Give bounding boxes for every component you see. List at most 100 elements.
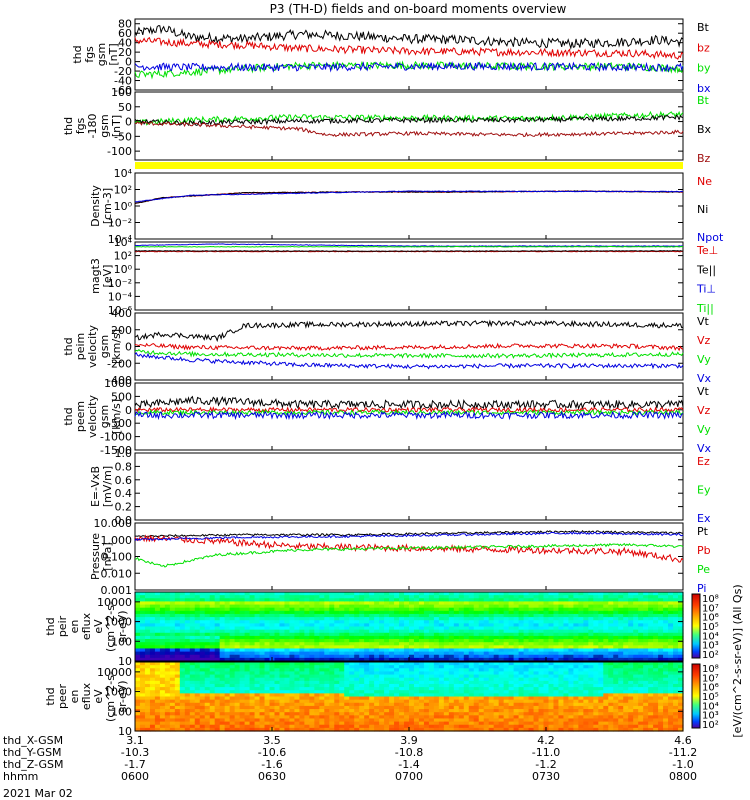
- heatmap-cell: [194, 724, 201, 729]
- heatmap-cell: [314, 601, 320, 606]
- heatmap-cell: [618, 623, 624, 628]
- heatmap-cell: [174, 623, 181, 628]
- heatmap-cell: [623, 595, 629, 599]
- heatmap-cell: [179, 721, 186, 726]
- heatmap-cell: [493, 639, 500, 643]
- heatmap-cell: [433, 648, 440, 653]
- heatmap-cell: [468, 645, 475, 650]
- heatmap-cell: [433, 613, 440, 618]
- heatmap-cell: [334, 677, 340, 682]
- heatmap-cell: [199, 623, 206, 628]
- heatmap-cell: [194, 662, 201, 666]
- heatmap-cell: [204, 629, 211, 634]
- heatmap-cell: [523, 626, 530, 631]
- y-tick-label: 0.010: [101, 567, 133, 580]
- heatmap-cell: [583, 657, 589, 662]
- heatmap-cell: [413, 674, 420, 679]
- heatmap-cell: [409, 677, 415, 682]
- heatmap-cell: [219, 613, 226, 618]
- heatmap-cell: [279, 592, 286, 596]
- heatmap-cell: [244, 642, 251, 646]
- heatmap-cell: [603, 632, 609, 637]
- heatmap-cell: [463, 721, 470, 726]
- heatmap-cell: [523, 595, 530, 599]
- heatmap-cell: [139, 715, 146, 720]
- heatmap-cell: [523, 610, 530, 615]
- heatmap-cell: [229, 687, 236, 691]
- heatmap-cell: [488, 727, 495, 732]
- heatmap-cell: [339, 683, 345, 688]
- y-tick-label: 500: [111, 390, 132, 403]
- heatmap-cell: [418, 632, 425, 637]
- heatmap-cell: [588, 718, 594, 723]
- heatmap-cell: [184, 632, 191, 637]
- heatmap-cell: [438, 595, 445, 599]
- heatmap-cell: [304, 610, 310, 615]
- heatmap-cell: [613, 718, 619, 723]
- heatmap-cell: [224, 629, 231, 634]
- heatmap-cell: [428, 595, 435, 599]
- heatmap-cell: [374, 623, 380, 628]
- heatmap-cell: [458, 610, 465, 615]
- heatmap-cell: [254, 715, 261, 720]
- heatmap-cell: [533, 724, 540, 729]
- heatmap-cell: [359, 715, 365, 720]
- heatmap-cell: [518, 687, 525, 691]
- heatmap-cell: [433, 642, 440, 646]
- heatmap-cell: [678, 626, 684, 631]
- heatmap-cell: [418, 715, 425, 720]
- heatmap-cell: [219, 598, 226, 603]
- heatmap-cell: [279, 645, 286, 650]
- heatmap-cell: [219, 705, 226, 710]
- heatmap-cell: [418, 626, 425, 631]
- heatmap-cell: [234, 696, 241, 701]
- heatmap-cell: [269, 702, 276, 707]
- heatmap-cell: [588, 724, 594, 729]
- heatmap-cell: [399, 709, 405, 713]
- heatmap-cell: [638, 712, 644, 716]
- heatmap-cell: [413, 709, 420, 713]
- series-bx-line: [134, 61, 684, 73]
- heatmap-cell: [588, 592, 594, 596]
- heatmap-cell: [274, 626, 281, 631]
- heatmap-cell: [428, 632, 435, 637]
- heatmap-cell: [608, 598, 614, 603]
- heatmap-cell: [558, 687, 565, 691]
- heatmap-cell: [563, 709, 570, 713]
- heatmap-cell: [603, 629, 609, 634]
- heatmap-cell: [598, 690, 604, 694]
- heatmap-cell: [588, 668, 594, 673]
- heatmap-cell: [394, 635, 400, 640]
- heatmap-cell: [458, 620, 465, 624]
- heatmap-cell: [588, 642, 594, 646]
- heatmap-cell: [254, 623, 261, 628]
- heatmap-cell: [259, 598, 266, 603]
- heatmap-cell: [503, 721, 510, 726]
- heatmap-cell: [503, 635, 510, 640]
- heatmap-cell: [339, 626, 345, 631]
- heatmap-cell: [578, 657, 584, 662]
- heatmap-cell: [189, 623, 196, 628]
- heatmap-cell: [309, 662, 315, 666]
- heatmap-cell: [319, 617, 325, 621]
- heatmap-cell: [334, 604, 340, 609]
- heatmap-cell: [384, 654, 390, 659]
- heatmap-cell: [623, 613, 629, 618]
- heatmap-cell: [663, 632, 669, 637]
- heatmap-cell: [673, 626, 679, 631]
- heatmap-cell: [478, 702, 485, 707]
- heatmap-cell: [334, 724, 340, 729]
- heatmap-cell: [563, 626, 570, 631]
- heatmap-cell: [304, 601, 310, 606]
- heatmap-cell: [543, 665, 550, 669]
- heatmap-cell: [568, 687, 574, 691]
- heatmap-cell: [229, 665, 236, 669]
- heatmap-cell: [135, 654, 141, 659]
- heatmap-cell: [638, 632, 644, 637]
- heatmap-cell: [563, 671, 570, 676]
- heatmap-cell: [413, 635, 420, 640]
- heatmap-cell: [224, 654, 231, 659]
- heatmap-cell: [638, 629, 644, 634]
- heatmap-cell: [144, 642, 151, 646]
- heatmap-cell: [558, 702, 565, 707]
